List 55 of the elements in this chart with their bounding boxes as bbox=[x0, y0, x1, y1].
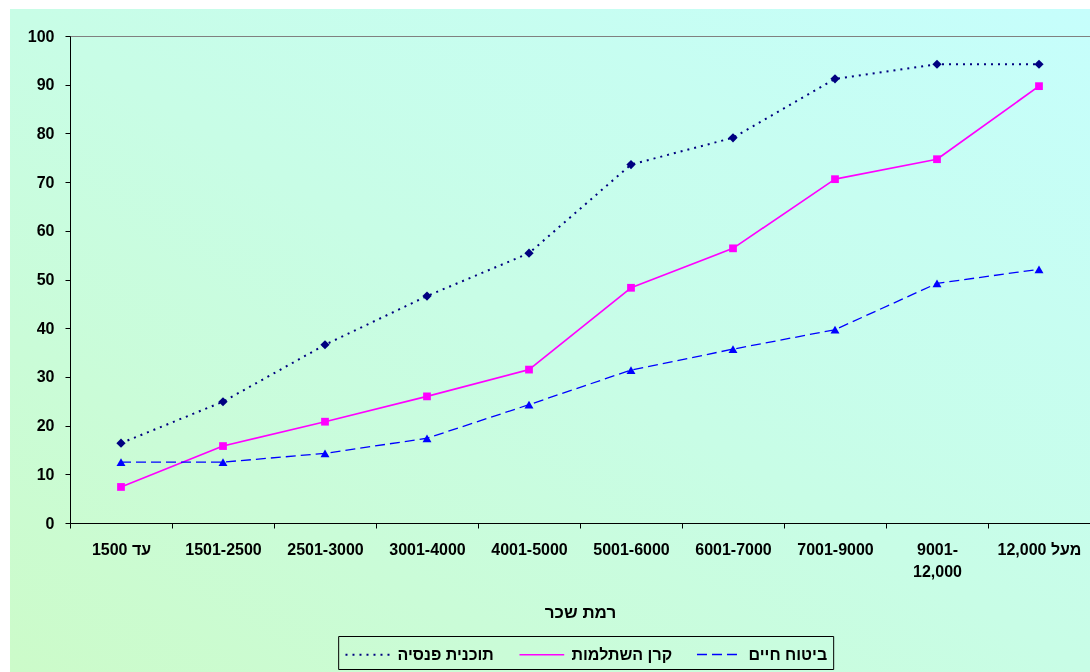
point bbox=[932, 59, 942, 69]
point bbox=[626, 159, 636, 170]
legend-label: קרן השתלמות bbox=[571, 645, 673, 663]
y-tick-label: 70 bbox=[36, 173, 55, 191]
point bbox=[219, 442, 227, 450]
x-tick-label: 1501-2500 bbox=[185, 540, 262, 558]
point bbox=[1034, 265, 1044, 274]
x-tick-label: 6001-7000 bbox=[695, 540, 772, 558]
y-tick-label: 50 bbox=[36, 271, 55, 288]
point bbox=[1035, 82, 1043, 91]
point bbox=[117, 483, 125, 491]
y-tick-label: 40 bbox=[36, 319, 55, 337]
x-tick-label: 3001-4000 bbox=[389, 540, 466, 558]
legend-label: תוכנית פנסיה bbox=[397, 645, 494, 663]
y-tick-label: 10 bbox=[36, 465, 55, 483]
y-tick-label: 20 bbox=[36, 417, 55, 435]
point bbox=[525, 365, 533, 374]
x-tick-label: 9001-12,000 bbox=[913, 540, 963, 580]
point bbox=[320, 340, 330, 350]
x-tick-label: 5001-6000 bbox=[593, 540, 670, 558]
point bbox=[729, 244, 737, 253]
point bbox=[423, 392, 431, 401]
x-tick-label: מעל 12,000 bbox=[997, 540, 1082, 558]
point bbox=[831, 175, 839, 184]
point bbox=[116, 438, 126, 448]
point bbox=[116, 458, 126, 466]
point bbox=[422, 434, 432, 443]
x-tick-label: 2501-3000 bbox=[287, 540, 364, 558]
point bbox=[830, 325, 840, 334]
point bbox=[932, 279, 942, 288]
y-tick-label: 90 bbox=[36, 76, 55, 94]
y-tick-label: 30 bbox=[36, 368, 55, 386]
x-axis-title: רמת שכר bbox=[544, 602, 617, 622]
point bbox=[728, 133, 738, 143]
y-tick-label: 0 bbox=[45, 514, 55, 532]
point bbox=[422, 291, 432, 301]
point bbox=[524, 248, 534, 258]
legend-label: ביטוח חיים bbox=[748, 645, 828, 663]
y-tick-label: 80 bbox=[36, 124, 55, 142]
x-tick-label: 1500 עד bbox=[91, 540, 152, 558]
y-tick-label: 60 bbox=[36, 222, 55, 240]
point bbox=[933, 155, 941, 164]
x-tick-label: 7001-9000 bbox=[797, 540, 874, 558]
point bbox=[627, 283, 635, 292]
point bbox=[321, 417, 329, 426]
point bbox=[218, 397, 228, 407]
x-tick-label: 4001-5000 bbox=[491, 540, 568, 558]
point bbox=[626, 366, 636, 374]
point bbox=[830, 74, 840, 84]
point bbox=[728, 345, 738, 354]
point bbox=[218, 458, 228, 466]
point bbox=[524, 400, 534, 409]
y-tick-label: 100 bbox=[27, 27, 55, 45]
point bbox=[1034, 59, 1044, 69]
point bbox=[320, 449, 330, 458]
